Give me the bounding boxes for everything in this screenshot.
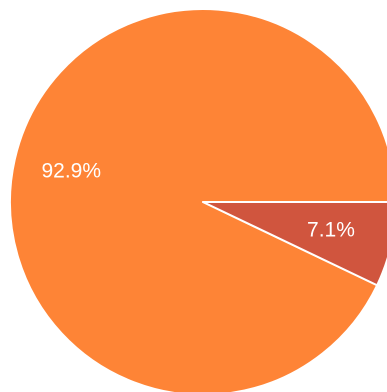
pie-slice-2-label: 7.1% <box>307 219 355 242</box>
pie-slice-2 <box>202 201 387 287</box>
pie-labels: 92.9% 7.1% <box>41 160 354 242</box>
pie-slices <box>9 8 387 392</box>
pie-slice-1-label: 92.9% <box>41 160 101 183</box>
pie-slice-1 <box>9 8 387 392</box>
